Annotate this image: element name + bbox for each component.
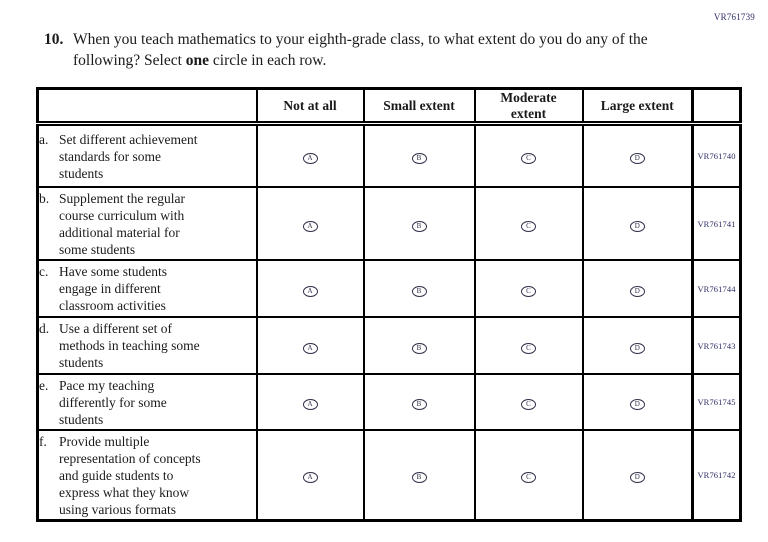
answer-bubble-a[interactable]: A (302, 220, 318, 232)
table-row-c: c. Have some students engage in differen… (36, 259, 742, 319)
answer-bubble-a[interactable]: A (302, 472, 318, 484)
answer-bubble-a[interactable]: A (302, 285, 318, 297)
header-item-col (36, 87, 258, 127)
row-label-text: Use a different set of methods in teachi… (59, 321, 200, 371)
row-code: VR761745 (691, 373, 742, 432)
answer-bubble-b[interactable]: B (411, 342, 427, 354)
question-line2-after: circle in each row. (209, 52, 327, 69)
question-number: 10. (44, 31, 64, 48)
answer-bubble-b[interactable]: B (411, 285, 427, 297)
answer-bubble-d[interactable]: D (629, 342, 645, 354)
cell-d-small-extent: B (362, 316, 476, 376)
answer-bubble-b[interactable]: B (411, 472, 427, 484)
cell-b-small-extent: B (362, 186, 476, 262)
answer-bubble-c[interactable]: C (521, 472, 536, 484)
table-row-f: f. Provide multiple representation of co… (36, 429, 742, 522)
cell-a-small-extent: B (362, 122, 476, 189)
row-code: VR761742 (691, 429, 742, 522)
answer-bubble-c[interactable]: C (521, 153, 536, 165)
answer-bubble-a[interactable]: A (302, 153, 318, 165)
answer-bubble-a[interactable]: A (302, 399, 318, 411)
cell-a-large-extent: D (581, 122, 694, 189)
question-line2-bold: one (185, 52, 210, 69)
table-row-d: d. Use a different set of methods in tea… (36, 316, 742, 376)
row-label-text: Supplement the regular course curriculum… (59, 190, 185, 257)
table-row-b: b. Supplement the regular course curricu… (36, 186, 742, 262)
cell-b-not-at-all: A (255, 186, 365, 262)
cell-d-not-at-all: A (255, 316, 365, 376)
row-letter: a. (39, 131, 49, 147)
header-moderate-extent: Moderate extent (473, 87, 584, 127)
table-row-a: a. Set different achievement standards f… (36, 122, 742, 189)
answer-bubble-c[interactable]: C (521, 342, 536, 354)
cell-f-small-extent: B (362, 429, 476, 522)
row-label-e: e. Pace my teaching differently for some… (36, 373, 258, 432)
row-label-d: d. Use a different set of methods in tea… (36, 316, 258, 376)
cell-c-small-extent: B (362, 259, 476, 319)
question-block: 10. When you teach mathematics to your e… (44, 29, 653, 71)
row-letter: e. (39, 377, 49, 393)
row-label-text: Provide multiple representation of conce… (59, 433, 201, 517)
question-line2-before: of the following? Select (73, 31, 648, 69)
cell-f-large-extent: D (581, 429, 694, 522)
row-label-b: b. Supplement the regular course curricu… (36, 186, 258, 262)
cell-a-moderate-extent: C (473, 122, 584, 189)
header-code-column (691, 87, 742, 127)
answer-bubble-c[interactable]: C (521, 399, 536, 411)
row-label-text: Have some students engage in different c… (59, 264, 167, 314)
answer-bubble-d[interactable]: D (629, 285, 645, 297)
row-code: VR761740 (691, 122, 742, 189)
answer-bubble-b[interactable]: B (411, 399, 427, 411)
row-label-c: c. Have some students engage in differen… (36, 259, 258, 319)
answer-bubble-c[interactable]: C (521, 285, 536, 297)
answer-bubble-c[interactable]: C (521, 220, 536, 232)
row-letter: d. (39, 321, 50, 337)
cell-a-not-at-all: A (255, 122, 365, 189)
cell-c-large-extent: D (581, 259, 694, 319)
answer-bubble-d[interactable]: D (629, 472, 645, 484)
cell-e-moderate-extent: C (473, 373, 584, 432)
question-text: When you teach mathematics to your eight… (73, 29, 653, 71)
cell-b-moderate-extent: C (473, 186, 584, 262)
answer-bubble-d[interactable]: D (629, 220, 645, 232)
header-large-extent: Large extent (581, 87, 694, 127)
table-row-e: e. Pace my teaching differently for some… (36, 373, 742, 432)
cell-b-large-extent: D (581, 186, 694, 262)
cell-c-not-at-all: A (255, 259, 365, 319)
header-row: Not at all Small extent Moderate extent … (36, 87, 742, 127)
answer-bubble-b[interactable]: B (411, 153, 427, 165)
form-code-top: VR761739 (713, 12, 755, 22)
cell-e-not-at-all: A (255, 373, 365, 432)
question-line1: When you teach mathematics to your eight… (73, 31, 609, 48)
answer-bubble-a[interactable]: A (302, 342, 318, 354)
row-code: VR761741 (691, 186, 742, 262)
survey-table: Not at all Small extent Moderate extent … (36, 87, 742, 523)
cell-c-moderate-extent: C (473, 259, 584, 319)
cell-d-large-extent: D (581, 316, 694, 376)
answer-bubble-b[interactable]: B (411, 220, 427, 232)
cell-e-small-extent: B (362, 373, 476, 432)
row-label-f: f. Provide multiple representation of co… (36, 429, 258, 522)
header-small-extent: Small extent (362, 87, 476, 127)
header-not-at-all: Not at all (255, 87, 365, 127)
row-letter: f. (39, 433, 47, 449)
row-letter: c. (39, 264, 49, 280)
cell-d-moderate-extent: C (473, 316, 584, 376)
row-code: VR761743 (691, 316, 742, 376)
answer-bubble-d[interactable]: D (629, 399, 645, 411)
row-label-a: a. Set different achievement standards f… (36, 122, 258, 189)
cell-e-large-extent: D (581, 373, 694, 432)
row-letter: b. (39, 190, 50, 206)
cell-f-not-at-all: A (255, 429, 365, 522)
cell-f-moderate-extent: C (473, 429, 584, 522)
row-label-text: Set different achievement standards for … (59, 131, 198, 181)
row-label-text: Pace my teaching differently for some st… (59, 377, 167, 427)
answer-bubble-d[interactable]: D (629, 153, 645, 165)
row-code: VR761744 (691, 259, 742, 319)
